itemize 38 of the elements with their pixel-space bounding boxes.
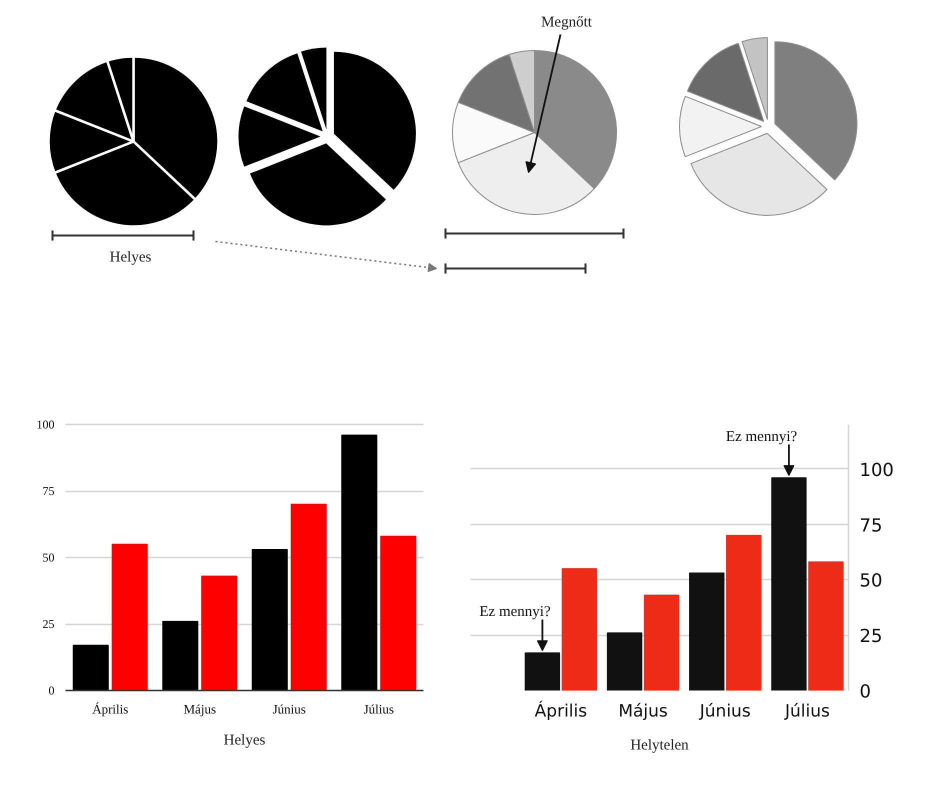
y-tick-label: 25 bbox=[860, 626, 882, 648]
y-tick-label: 50 bbox=[42, 550, 54, 564]
y-tick-label: 75 bbox=[42, 484, 54, 498]
y-tick-label: 25 bbox=[42, 617, 54, 631]
bar bbox=[201, 576, 238, 690]
x-tick-label: Április bbox=[92, 702, 128, 716]
annotation: Ez mennyi? bbox=[479, 604, 551, 620]
bar bbox=[726, 534, 762, 690]
x-tick-label: Május bbox=[618, 702, 668, 722]
bar bbox=[162, 620, 198, 690]
x-tick-label: Július bbox=[784, 702, 830, 722]
bar bbox=[808, 561, 844, 690]
y-tick-label: 75 bbox=[860, 515, 882, 536]
x-tick-label: Július bbox=[364, 702, 394, 716]
bar bbox=[689, 572, 724, 690]
y-tick-label: 0 bbox=[48, 684, 54, 698]
bar bbox=[112, 544, 148, 690]
y-tick-label: 100 bbox=[860, 460, 894, 481]
text: Helyes bbox=[110, 250, 152, 266]
bar bbox=[252, 549, 288, 690]
bar bbox=[72, 644, 109, 690]
x-tick-label: Június bbox=[698, 702, 751, 722]
bar bbox=[644, 594, 680, 690]
bar bbox=[341, 434, 378, 690]
y-tick-label: 0 bbox=[860, 682, 871, 702]
text: Helyes bbox=[224, 732, 266, 748]
x-tick-label: Június bbox=[272, 702, 306, 716]
bar bbox=[380, 536, 416, 690]
bar bbox=[562, 568, 598, 690]
annotation: Ez mennyi? bbox=[726, 429, 798, 446]
text: Megnőtt bbox=[541, 14, 593, 30]
y-tick-label: 100 bbox=[36, 418, 54, 432]
bar bbox=[606, 632, 642, 690]
x-tick-label: Május bbox=[184, 702, 216, 716]
bar bbox=[290, 504, 327, 690]
x-tick-label: Április bbox=[534, 700, 588, 722]
text: Helytelen bbox=[630, 738, 690, 754]
y-tick-label: 50 bbox=[860, 570, 882, 592]
